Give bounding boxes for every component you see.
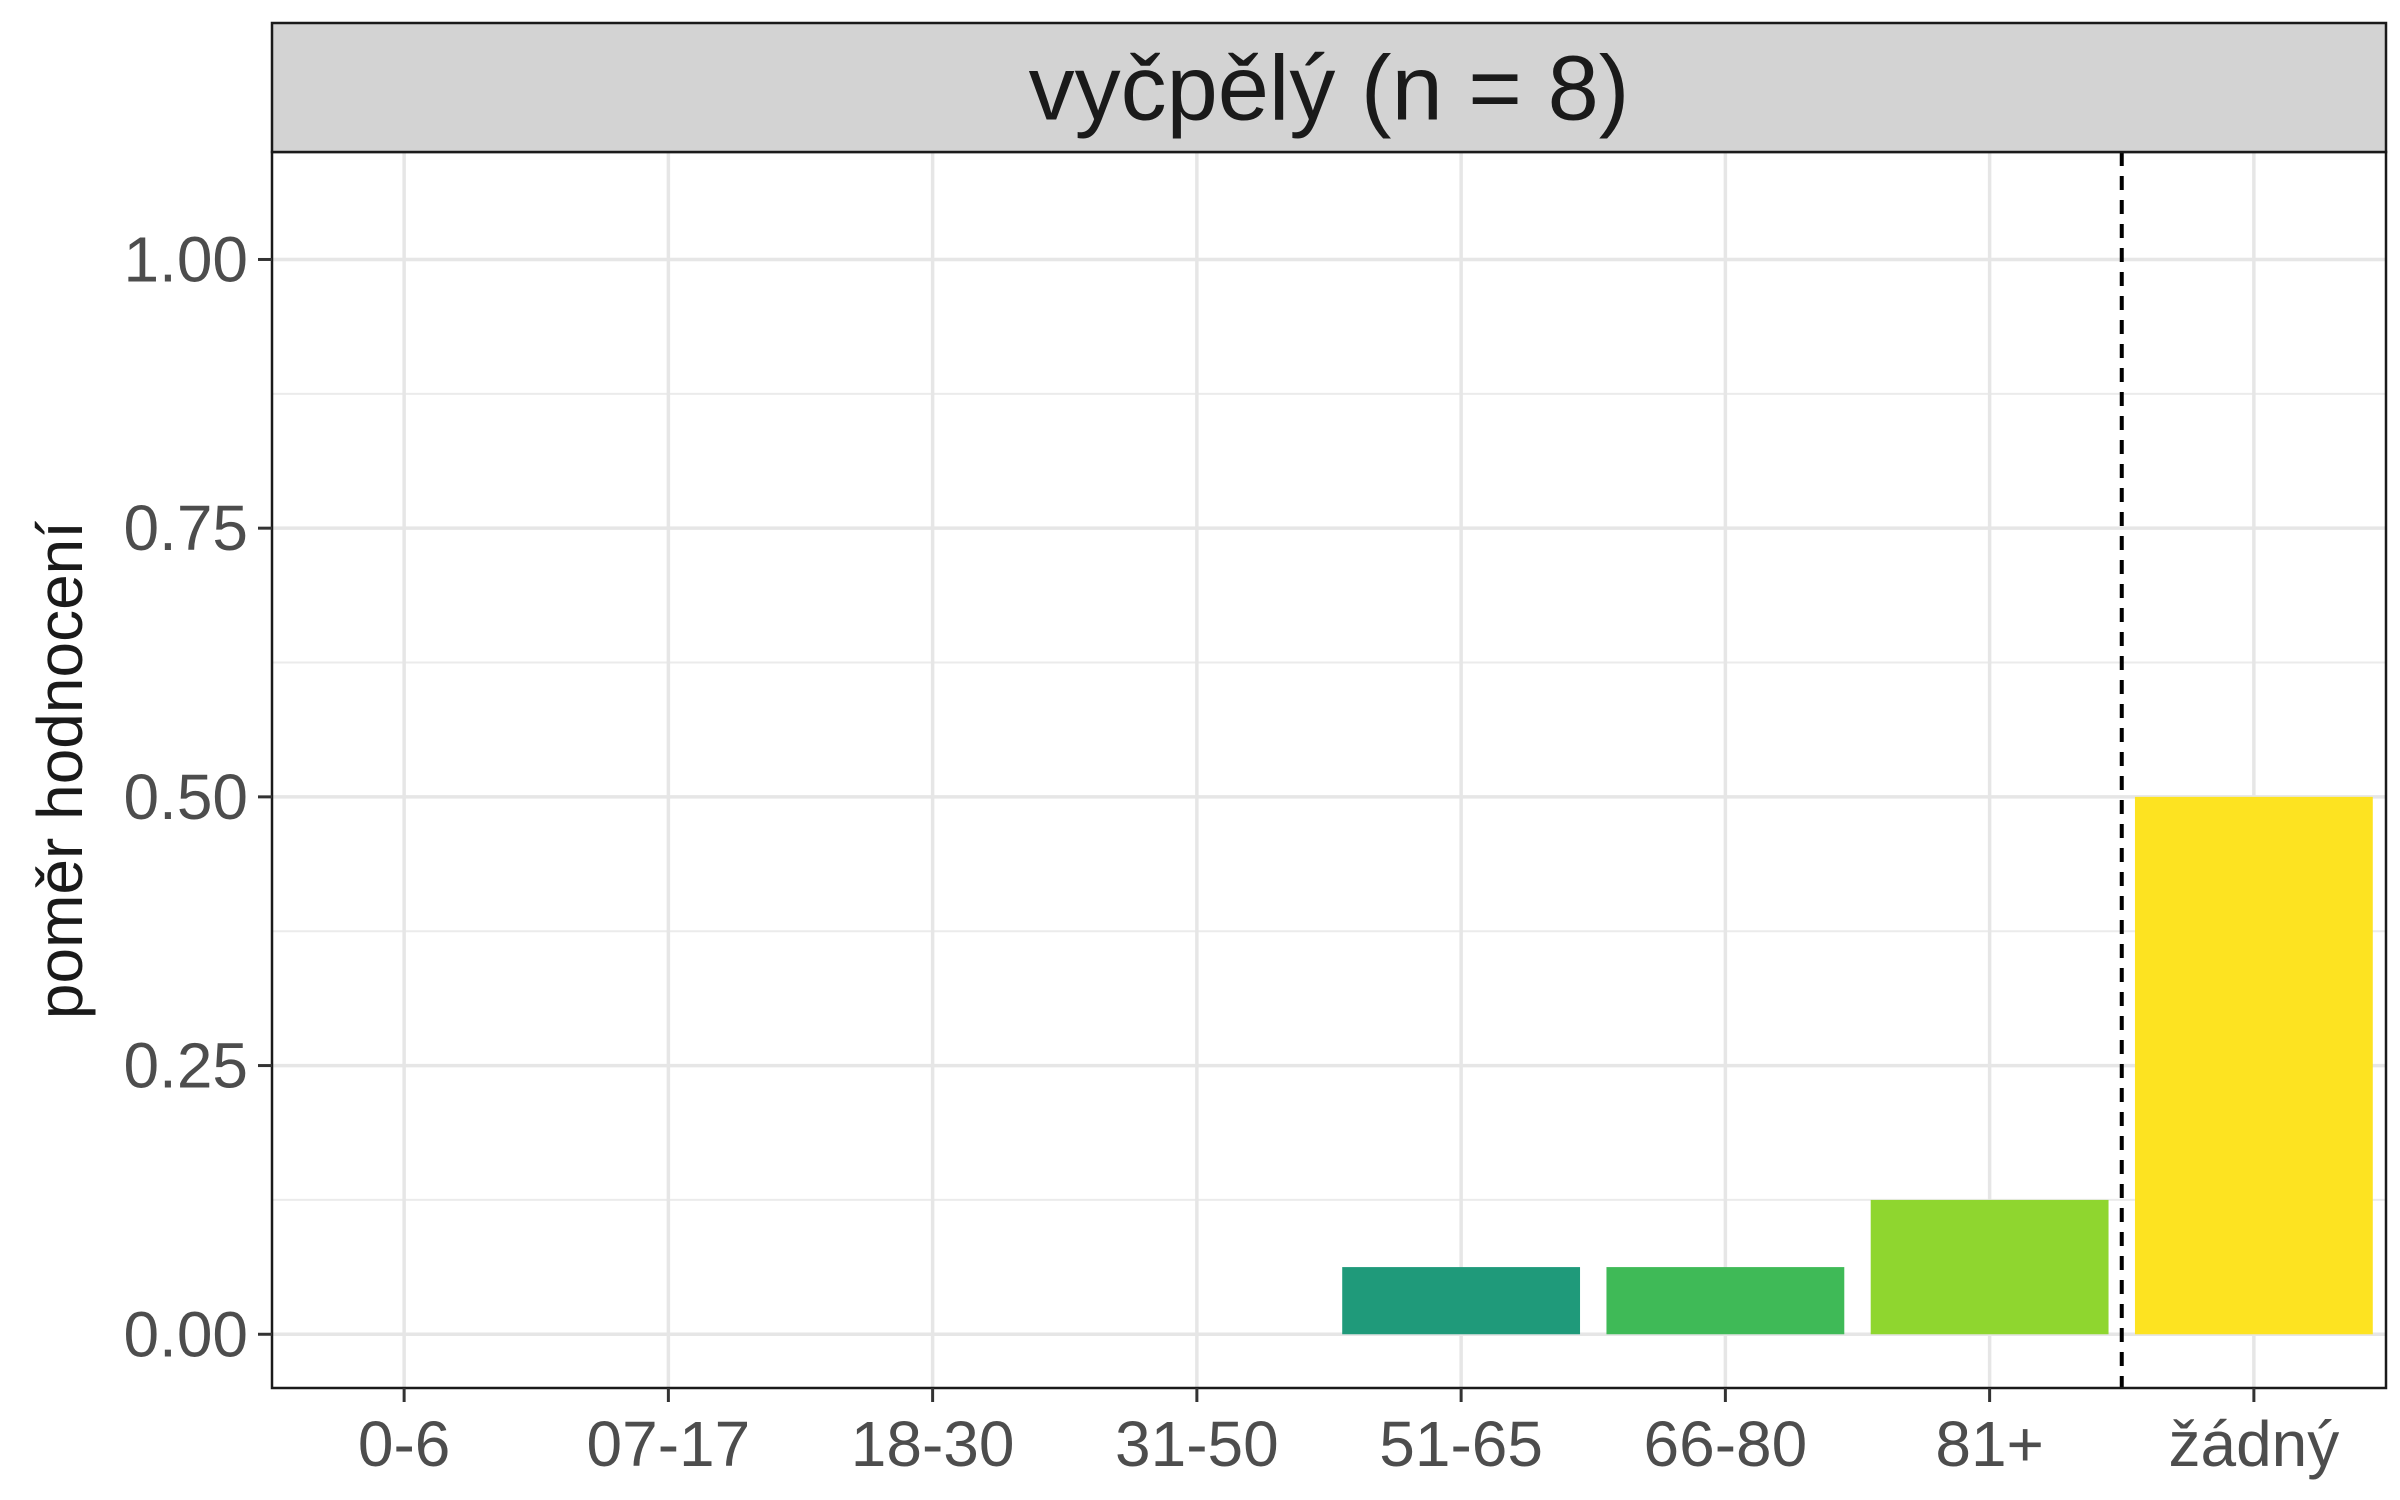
bar-žádný [2134,796,2373,1335]
x-tick-label: 0-6 [358,1408,451,1480]
grid-major [272,152,2386,1388]
x-tick-label: 81+ [1935,1408,2044,1480]
x-tick-label: žádný [2168,1408,2339,1480]
bar-66-80 [1606,1267,1845,1335]
x-tick-label: 18-30 [851,1408,1015,1480]
bar-51-65 [1342,1267,1581,1335]
y-tick-label: 0.25 [123,1030,248,1102]
x-axis: 0-6 07-17 18-30 31-50 51-65 66-80 81+ žádný [358,1388,2339,1480]
y-tick-label: 0.00 [123,1298,248,1370]
x-tick-label: 07-17 [587,1408,751,1480]
facet-strip [270,21,2388,154]
y-axis: 0.00 0.25 0.50 0.75 1.00 [123,223,272,1370]
facet-title: vyčpělý (n = 8) [1029,38,1630,140]
y-tick-label: 1.00 [123,223,248,295]
x-tick-label: 51-65 [1379,1408,1543,1480]
x-tick-label: 31-50 [1115,1408,1279,1480]
bar-81+ [1870,1199,2109,1335]
bars [1342,796,2373,1335]
y-tick-label: 0.75 [123,492,248,564]
y-tick-label: 0.50 [123,761,248,833]
x-tick-label: 66-80 [1644,1408,1808,1480]
y-axis-title: poměr hodnocení [24,521,96,1019]
